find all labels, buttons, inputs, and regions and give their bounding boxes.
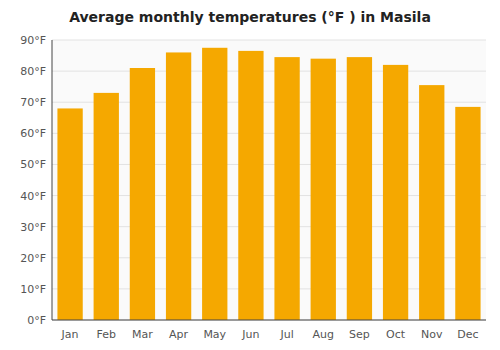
bar [455,107,480,320]
grid-line [52,40,486,41]
x-tick-label: Jan [61,328,79,341]
x-axis [52,320,486,321]
x-tick-label: Nov [421,328,443,341]
grid-line [52,320,486,321]
y-tick-label: 10°F [20,283,46,296]
y-tick-label: 40°F [20,190,46,203]
y-tick-label: 50°F [20,158,46,171]
x-tick-label: Feb [97,328,116,341]
x-tick-label: Dec [457,328,478,341]
bar [383,65,408,320]
y-tick-label: 0°F [27,314,46,327]
bar [57,108,82,320]
y-tick-label: 90°F [20,34,46,47]
bar [238,51,263,320]
x-tick-label: Mar [132,328,153,341]
y-tick-label: 30°F [20,221,46,234]
y-axis [52,40,53,320]
plot-area [52,40,486,320]
y-tick-label: 20°F [20,252,46,265]
bar [202,48,227,320]
y-tick-label: 60°F [20,127,46,140]
x-tick-label: Jul [279,328,293,341]
bar [274,57,299,320]
bar [166,52,191,320]
x-tick-label: Apr [169,328,189,341]
bars [57,48,480,320]
chart: Average monthly temperatures (°F ) in Ma… [0,0,500,350]
x-tick-label: May [203,328,226,341]
page: {"chart_data": {"type": "bar", "title": … [0,0,500,350]
x-tick-label: Oct [386,328,406,341]
title: Average monthly temperatures (°F ) in Ma… [69,9,431,25]
y-tick-label: 80°F [20,65,46,78]
bar [347,57,372,320]
grid-line [52,71,486,72]
bar [419,85,444,320]
bar [311,59,336,320]
grid [52,40,486,320]
x-tick-label: Jun [241,328,259,341]
bar [94,93,119,320]
x-tick-label: Aug [313,328,334,341]
bar [130,68,155,320]
y-tick-label: 70°F [20,96,46,109]
x-tick-label: Sep [349,328,370,341]
